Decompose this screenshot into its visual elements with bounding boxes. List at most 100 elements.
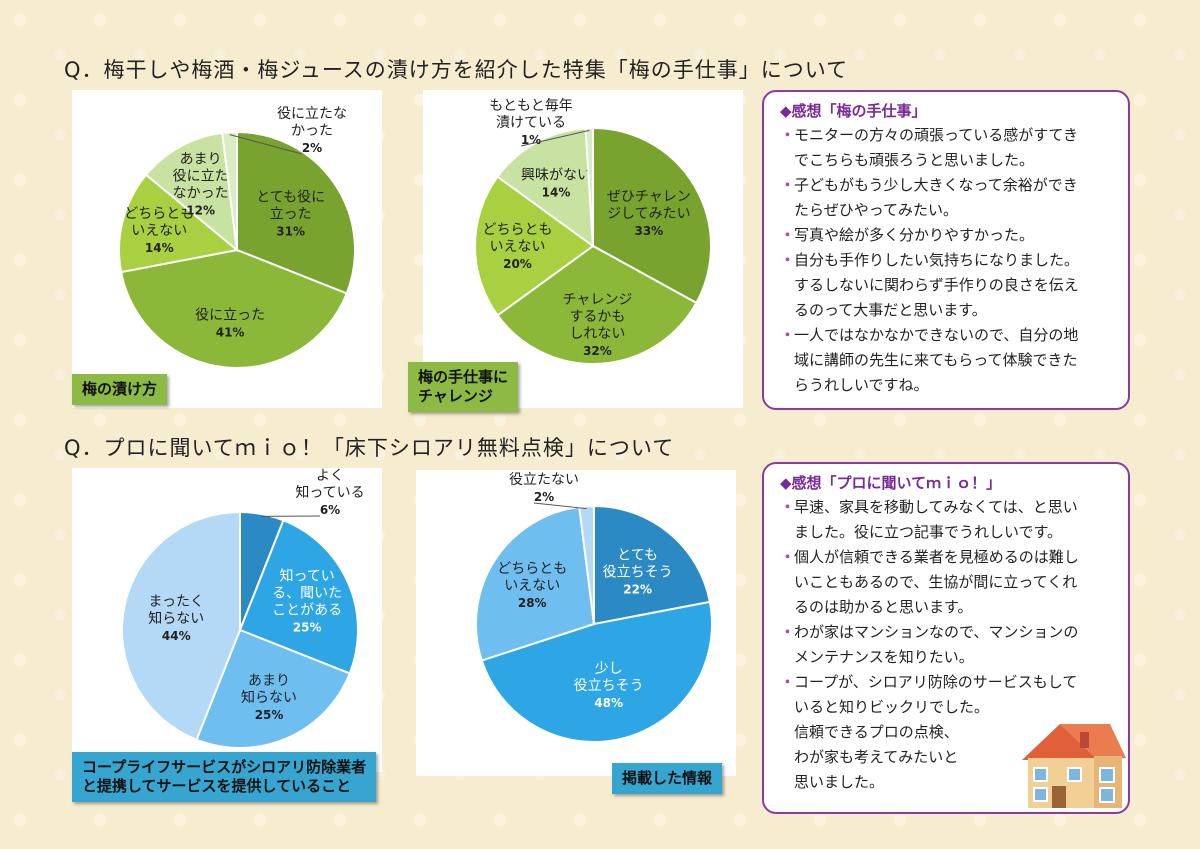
comments1-item-line: 域に講師の先生に来てもらって体験できた xyxy=(794,351,1078,369)
slice-label: 役に立た xyxy=(173,168,229,184)
slice-label: 20% xyxy=(503,257,532,271)
comments2-item: ・個人が信頼できる業者を見極めるのは難し いこともあるので、生協が間に立ってくれる… xyxy=(780,545,1114,620)
slice-label: 2% xyxy=(534,490,554,504)
comments2-item-line: わが家はマンションなので、マンションの xyxy=(794,623,1079,641)
slice-label: 2% xyxy=(302,141,322,155)
slice-label: どちらとも xyxy=(497,561,567,577)
comments2-item: ・コープが、シロアリ防除のサービスもして いると知りビックリでした。 信頼できるプロ… xyxy=(780,670,1114,795)
pie-slice xyxy=(475,505,596,662)
comments2-item: ・わが家はマンションなので、マンションの メンテナンスを知りたい。 xyxy=(780,620,1114,670)
slice-label: いえない xyxy=(489,239,545,255)
slice-label: 25% xyxy=(255,708,284,722)
pie-slice xyxy=(584,126,594,247)
slice-label: 12% xyxy=(186,203,215,217)
slice-label: いえない xyxy=(504,578,560,594)
bullet-icon: ・ xyxy=(780,226,796,244)
slice-label: まったく xyxy=(149,594,204,610)
slice-label: る、聞いた xyxy=(272,585,342,601)
comments2-item-line: コープが、シロアリ防除のサービスもして xyxy=(794,673,1078,691)
slice-label: 31% xyxy=(276,225,305,239)
comments1-item-line: るのって大事だと思います。 xyxy=(794,301,987,319)
slice-label: 33% xyxy=(634,224,663,238)
comments2-item-line: るのは助かると思います。 xyxy=(794,598,973,616)
pie-slice xyxy=(593,504,712,626)
chart1-panel: とても役に 立った 31% 役に立った 41% どちらとも いえない 14% あまり 役に立た なか… xyxy=(72,90,382,408)
chart3-tag-line2: と提携してサービスを提供していること xyxy=(82,777,352,795)
comments1-item-line: 子どもがもう少し大きくなって余裕ができ xyxy=(794,176,1078,194)
slice-label: とても役に xyxy=(256,190,325,206)
section2-title: Q．プロに聞いてｍｉｏ！「床下シロアリ無料点検」について xyxy=(64,436,675,460)
chart1-pie: とても役に立った31%役に立った41%どちらともいえない14%あまり役に立たなか… xyxy=(118,106,356,369)
comments1-item-line: するしないに関わらず手作りの良さを伝え xyxy=(794,276,1079,294)
chart3-pie: よく知っている6%知っている、聞いたことがある25%あまり知らない25%まったく… xyxy=(120,468,365,749)
pie-slice xyxy=(578,504,595,625)
slice-label: 興味がない xyxy=(521,167,591,183)
comments2-item-line: 信頼できるプロの点検、 xyxy=(794,723,959,741)
comments1-list: ・モニターの方々の頑張っている感がすてき でこちらも頑張ろうと思いました。・ 子ども… xyxy=(780,123,1114,398)
comments1-item: ・モニターの方々の頑張っている感がすてき でこちらも頑張ろうと思いました。 xyxy=(780,123,1114,173)
bullet-icon: ・ xyxy=(780,251,796,269)
pie-slice xyxy=(236,130,356,295)
slice-label: 役立たない xyxy=(509,472,579,488)
slice-label: 役立ちそう xyxy=(574,678,644,694)
comments2-heading: ◆感想「プロに聞いてｍｉｏ！」 xyxy=(780,474,1002,492)
comments2-item-line: 思いました。 xyxy=(794,773,885,791)
chart3-tag-line1: コープライフサービスがシロアリ防除業者 xyxy=(82,758,367,776)
comments1-box: ◆感想「梅の手仕事」 ・モニターの方々の頑張っている感がすてき でこちらも頑張ろう… xyxy=(762,90,1130,410)
pie-slice xyxy=(118,173,240,274)
pie-slice xyxy=(474,175,595,317)
slice-label: しれない xyxy=(569,326,625,342)
slice-label: 役に立たな xyxy=(277,106,347,122)
leader-line xyxy=(533,502,587,510)
slice-label: 知らない xyxy=(148,610,204,627)
slice-label: どちらとも xyxy=(482,222,552,238)
slice-label: 知ってい xyxy=(279,567,334,584)
slice-label: いえない xyxy=(131,223,187,239)
pie-slice xyxy=(238,518,359,675)
comments1-item: ・一人ではなかなかできないので、自分の地 域に講師の先生に来てもらって体験できたら… xyxy=(780,323,1114,398)
slice-label: 知らない xyxy=(241,689,297,706)
comments2-list: ・ 早速、家具を移動してみなくては、と思い ました。役に立つ記事でうれしいです。・個… xyxy=(780,495,1114,795)
bullet-icon: ・ xyxy=(780,623,796,641)
pie-slice xyxy=(195,628,352,749)
comments1-item-line: モニターの方々の頑張っている感がすてき xyxy=(794,126,1078,144)
slice-label: もともと毎年 xyxy=(489,98,572,114)
comments2-item-line: 早速、家具を移動してみなくては、と思い xyxy=(794,498,1078,516)
pie-slice xyxy=(496,244,698,365)
slice-label: よく xyxy=(316,468,344,484)
chart1-tag: 梅の漬け方 xyxy=(72,374,168,405)
slice-label: 漬けている xyxy=(496,115,566,131)
slice-label: ジしてみたい xyxy=(607,206,691,222)
slice-label: 25% xyxy=(293,620,322,634)
chart3-tag: コープライフサービスがシロアリ防除業者 と提携してサービスを提供していること xyxy=(72,752,377,802)
comments1-heading: ◆感想「梅の手仕事」 xyxy=(780,102,927,120)
comments2-box: ◆感想「プロに聞いてｍｉｏ！」 ・ 早速、家具を移動してみなくては、と思い ました。… xyxy=(762,462,1130,814)
pie-slice xyxy=(144,131,239,253)
slice-label: 41% xyxy=(216,325,245,339)
slice-label: かった xyxy=(291,123,333,139)
bullet-icon: ・ xyxy=(780,326,796,344)
comments1-item-line: 自分も手作りしたい気持ちになりました。 xyxy=(794,251,1080,269)
slice-label: 少し xyxy=(595,661,623,677)
comments2-item-line: わが家も考えてみたいと xyxy=(794,748,959,766)
slice-label: 役に立った xyxy=(195,307,265,323)
slice-label: あまり xyxy=(248,673,290,689)
pie-slice xyxy=(119,248,349,369)
comments2-item-line: ました。役に立つ記事でうれしいです。 xyxy=(794,523,1063,541)
slice-label: 44% xyxy=(162,629,191,643)
slice-label: なかった xyxy=(173,185,229,201)
pie-slice xyxy=(592,126,712,305)
chart2-tag: 梅の手仕事に チャレンジ xyxy=(408,362,519,412)
slice-label: 1% xyxy=(521,133,541,147)
bullet-icon: ・ xyxy=(780,673,796,691)
pie-slice xyxy=(120,510,241,742)
slice-label: 立った xyxy=(270,207,312,223)
slice-label: 22% xyxy=(623,582,652,596)
slice-label: 28% xyxy=(518,596,547,610)
slice-label: 6% xyxy=(320,503,340,517)
slice-label: どちらとも xyxy=(124,206,194,222)
comments2-item-line: メンテナンスを知りたい。 xyxy=(794,648,974,666)
slice-label: 知っている xyxy=(295,484,364,501)
slice-label: するかも xyxy=(569,309,625,325)
